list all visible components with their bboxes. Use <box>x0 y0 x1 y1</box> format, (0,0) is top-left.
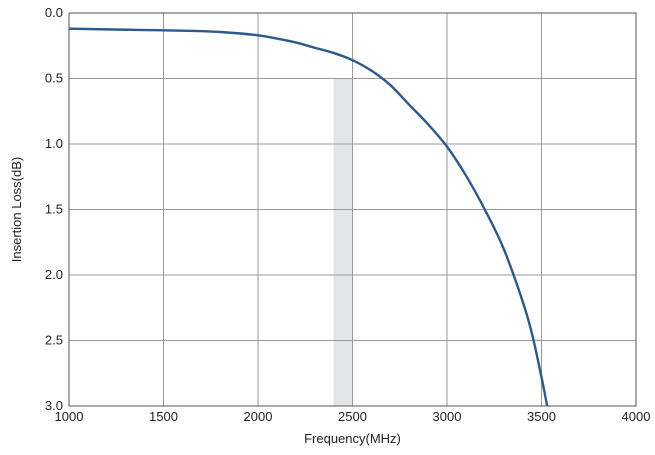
x-tick-label: 2500 <box>338 409 367 424</box>
y-tick-label: 0.5 <box>45 71 63 86</box>
plot-frame <box>68 12 637 407</box>
x-tick-label: 4000 <box>622 409 651 424</box>
x-axis-title: Frequency(MHz) <box>304 431 401 446</box>
x-tick-label: 3500 <box>527 409 556 424</box>
y-axis-title: Insertion Loss(dB) <box>9 157 24 263</box>
y-tick-label: 2.0 <box>45 267 63 282</box>
x-tick-label: 1000 <box>55 409 84 424</box>
grid-layer <box>69 13 636 406</box>
y-tick-labels: 0.0 0.5 1.0 1.5 2.0 2.5 3.0 <box>45 5 63 413</box>
x-tick-label: 3000 <box>433 409 462 424</box>
y-tick-label: 2.5 <box>45 333 63 348</box>
highlight-band <box>333 78 353 406</box>
highlight-band-layer <box>333 78 353 406</box>
x-tick-label: 2000 <box>244 409 273 424</box>
y-tick-label: 3.0 <box>45 398 63 413</box>
x-tick-labels: 1000 1500 2000 2500 3000 3500 4000 <box>55 409 651 424</box>
insertion-loss-series-line <box>68 27 549 407</box>
y-tick-label: 1.0 <box>45 136 63 151</box>
y-tick-label: 0.0 <box>45 5 63 20</box>
y-tick-label: 1.5 <box>45 202 63 217</box>
series-layer <box>68 27 549 407</box>
x-tick-label: 1500 <box>149 409 178 424</box>
